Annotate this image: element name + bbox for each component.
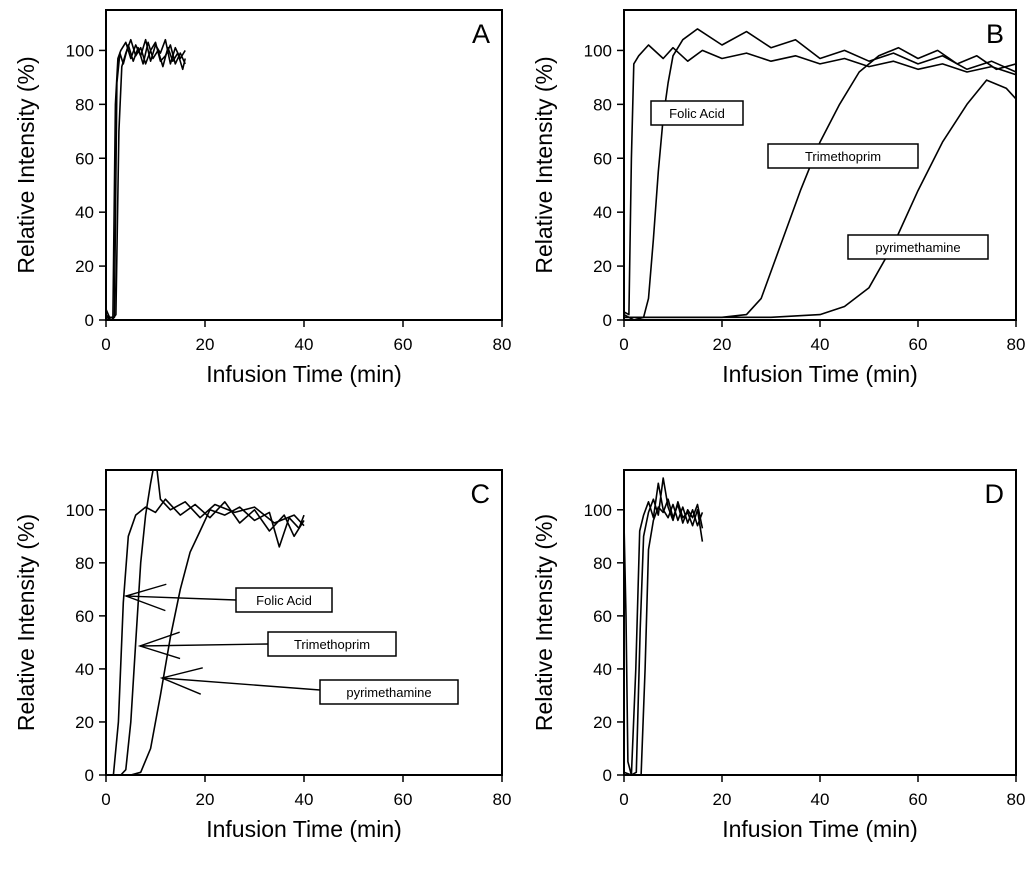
- y-tick-label: 60: [75, 149, 94, 168]
- y-tick-label: 40: [75, 660, 94, 679]
- panel-label: D: [985, 479, 1005, 509]
- x-tick-label: 40: [295, 790, 314, 809]
- y-axis-title: Relative Intensity (%): [531, 514, 557, 731]
- x-tick-label: 20: [713, 790, 732, 809]
- y-tick-label: 0: [603, 766, 612, 785]
- y-tick-label: 20: [593, 713, 612, 732]
- y-axis-title: Relative Intensity (%): [13, 56, 39, 273]
- x-tick-label: 0: [101, 335, 110, 354]
- panel-label: B: [986, 19, 1004, 49]
- y-tick-label: 20: [593, 257, 612, 276]
- callout-box: [650, 100, 744, 126]
- callout-arrowhead: [137, 631, 181, 660]
- y-tick-label: 80: [593, 95, 612, 114]
- x-tick-label: 40: [295, 335, 314, 354]
- panel-d: 0 20 40 60 80 0 20 40 60 80 100 Infusion Time (min)…: [531, 469, 1026, 842]
- callout-label: Trimethoprim: [805, 149, 881, 164]
- y-tick-label: 100: [584, 41, 612, 60]
- y-tick-label: 80: [593, 554, 612, 573]
- x-tick-label: 60: [909, 335, 928, 354]
- callout-arrow: [125, 595, 237, 601]
- panel-c: 0 20 40 60 80 0 20 40 60 80 100 Infusion Time (min)…: [13, 469, 512, 842]
- y-tick-label: 40: [593, 660, 612, 679]
- y-tick-label: 20: [75, 713, 94, 732]
- x-tick-label: 20: [713, 335, 732, 354]
- x-axis-title: Infusion Time (min): [722, 816, 918, 842]
- callout-box: [267, 631, 397, 657]
- x-tick-label: 0: [619, 790, 628, 809]
- y-tick-label: 100: [66, 41, 94, 60]
- y-axis-title: Relative Intensity (%): [13, 514, 39, 731]
- x-tick-label: 0: [101, 790, 110, 809]
- y-tick-label: 0: [603, 311, 612, 330]
- panel-b: 0 20 40 60 80 0 20 40 60 80 100 Infusion Time (min)…: [531, 9, 1026, 387]
- x-axis-title: Infusion Time (min): [206, 816, 402, 842]
- callout-box: [235, 587, 333, 613]
- series-line-2: [106, 41, 186, 320]
- y-tick-label: 40: [75, 203, 94, 222]
- y-tick-label: 40: [593, 203, 612, 222]
- y-tick-label: 60: [593, 607, 612, 626]
- y-tick-label: 0: [85, 311, 94, 330]
- x-axis-title: Infusion Time (min): [206, 361, 402, 387]
- series-line-1: [624, 482, 704, 775]
- x-tick-label: 60: [394, 790, 413, 809]
- y-axis-title: Relative Intensity (%): [531, 56, 557, 273]
- x-tick-label: 80: [493, 790, 512, 809]
- y-tick-label: 100: [66, 501, 94, 520]
- y-tick-label: 60: [593, 149, 612, 168]
- x-tick-label: 80: [1007, 335, 1026, 354]
- series-line-3: [106, 38, 186, 320]
- callout-box: [847, 234, 989, 260]
- callout-label: Folic Acid: [256, 593, 312, 608]
- series-line-3: [624, 46, 1016, 319]
- callout-arrow: [139, 643, 269, 647]
- series-line-1: [624, 44, 1016, 316]
- series-line-2: [106, 470, 305, 775]
- x-tick-label: 80: [1007, 790, 1026, 809]
- x-axis-title: Infusion Time (min): [722, 361, 918, 387]
- series-line-1: [106, 498, 305, 775]
- x-tick-label: 60: [909, 790, 928, 809]
- callout-arrowhead: [159, 667, 203, 695]
- x-tick-label: 20: [196, 335, 215, 354]
- x-tick-label: 60: [394, 335, 413, 354]
- callout-box: [319, 679, 459, 705]
- x-tick-label: 80: [493, 335, 512, 354]
- callout-arrowhead: [123, 583, 167, 612]
- series-line-2: [624, 28, 1016, 320]
- callout-label: pyrimethamine: [875, 240, 960, 255]
- y-tick-label: 0: [85, 766, 94, 785]
- y-tick-label: 20: [75, 257, 94, 276]
- y-tick-label: 100: [584, 501, 612, 520]
- series-line-3: [624, 498, 704, 775]
- panel-label: A: [472, 19, 490, 49]
- callout-arrow: [161, 677, 321, 691]
- x-tick-label: 20: [196, 790, 215, 809]
- x-tick-label: 0: [619, 335, 628, 354]
- callout-label: Trimethoprim: [294, 637, 370, 652]
- callout-label: Folic Acid: [669, 106, 725, 121]
- y-tick-label: 80: [75, 554, 94, 573]
- series-line-2: [624, 477, 704, 775]
- x-tick-label: 40: [811, 790, 830, 809]
- series-line-3: [106, 506, 305, 775]
- x-tick-label: 40: [811, 335, 830, 354]
- panel-a: 0 20 40 60 80 0 20 40 60 80 100 Infusion Time (min)…: [13, 9, 512, 387]
- callout-box: [767, 143, 919, 169]
- y-tick-label: 80: [75, 95, 94, 114]
- panel-label: C: [471, 479, 491, 509]
- y-tick-label: 60: [75, 607, 94, 626]
- callout-label: pyrimethamine: [346, 685, 431, 700]
